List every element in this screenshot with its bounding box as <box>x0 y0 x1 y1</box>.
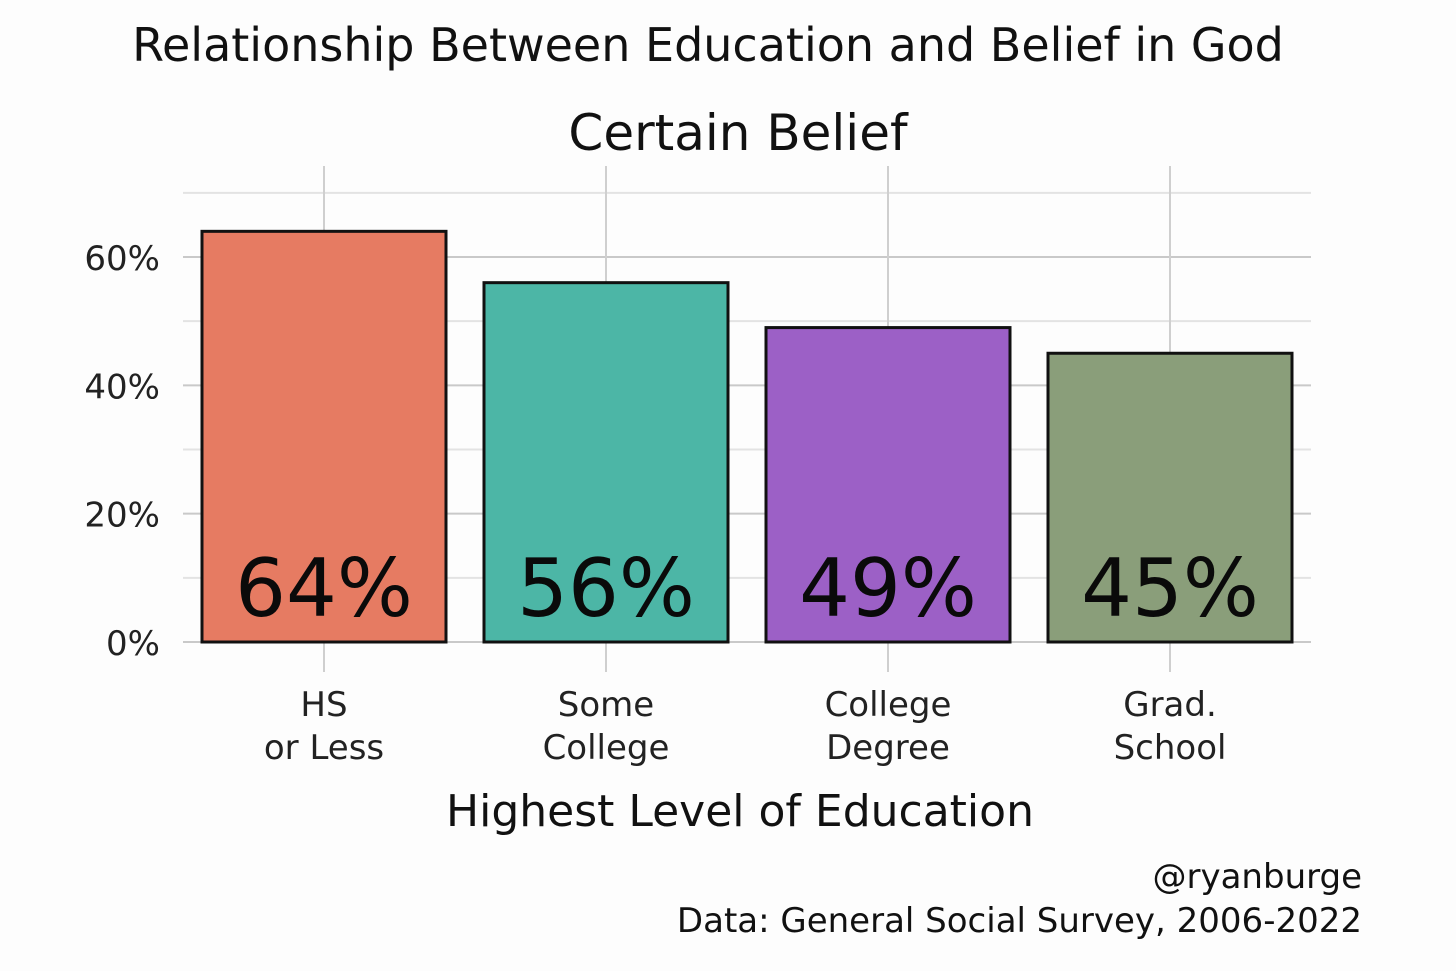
y-tick-label: 60% <box>84 239 160 279</box>
bar-value-label: 64% <box>235 542 413 635</box>
y-axis-ticks: 0% 20% 40% 60% <box>84 239 160 664</box>
bar-value-labels: 64% 56% 49% 45% <box>235 542 1259 635</box>
x-tick-label: College Degree <box>825 685 952 768</box>
x-tick-label: Grad. School <box>1114 685 1227 768</box>
x-tick-label: HS or Less <box>264 685 384 768</box>
x-tick-label-line: Some <box>558 685 654 725</box>
bar-value-label: 49% <box>799 542 977 635</box>
y-tick-label: 0% <box>106 624 160 664</box>
bar-value-label: 56% <box>517 542 695 635</box>
chart-title: Relationship Between Education and Belie… <box>132 18 1284 72</box>
bar <box>764 326 1012 644</box>
bars <box>200 229 1294 644</box>
x-tick-label-line: School <box>1114 728 1227 768</box>
x-tick-label-line: College <box>543 728 670 768</box>
x-tick-label: Some College <box>543 685 670 768</box>
y-tick-label: 20% <box>84 496 160 536</box>
credit-handle: @ryanburge <box>1153 857 1363 897</box>
bar <box>200 229 448 644</box>
x-axis-title: Highest Level of Education <box>446 786 1034 837</box>
chart-subtitle: Certain Belief <box>568 104 909 162</box>
x-tick-label-line: College <box>825 685 952 725</box>
x-tick-label-line: Grad. <box>1123 685 1217 725</box>
y-tick-label: 40% <box>84 367 160 407</box>
data-source: Data: General Social Survey, 2006-2022 <box>677 901 1362 941</box>
bar <box>1046 351 1294 644</box>
bar-value-label: 45% <box>1081 542 1259 635</box>
x-tick-label-line: HS <box>300 685 347 725</box>
x-tick-label-line: Degree <box>826 728 950 768</box>
bar <box>482 281 730 644</box>
x-tick-label-line: or Less <box>264 728 384 768</box>
